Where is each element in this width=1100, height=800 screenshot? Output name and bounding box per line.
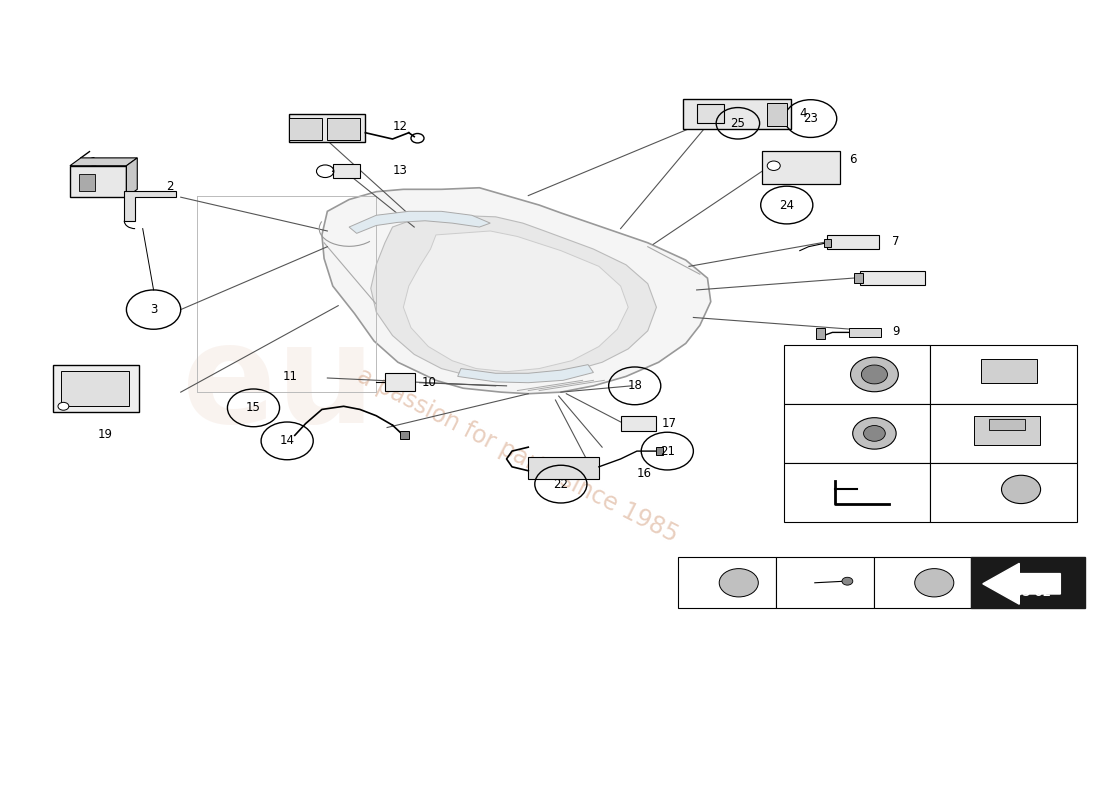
Text: 11: 11	[283, 370, 298, 383]
Bar	[931, 404, 1077, 463]
Text: 4: 4	[800, 107, 807, 120]
Bar	[682, 99, 791, 129]
Circle shape	[767, 161, 780, 170]
Polygon shape	[458, 365, 593, 382]
Text: 2: 2	[166, 180, 174, 193]
Text: 035 02: 035 02	[1006, 586, 1050, 599]
Bar	[873, 558, 971, 608]
Bar	[53, 365, 140, 412]
Polygon shape	[124, 191, 176, 221]
Circle shape	[1001, 475, 1041, 503]
Text: 13: 13	[393, 164, 407, 177]
Bar	[70, 166, 126, 197]
Text: 24: 24	[779, 198, 794, 211]
Polygon shape	[322, 188, 711, 394]
Bar	[931, 463, 1077, 522]
Circle shape	[861, 365, 888, 384]
Polygon shape	[126, 158, 138, 197]
Text: 19: 19	[97, 427, 112, 441]
Bar	[827, 235, 879, 249]
Polygon shape	[404, 231, 628, 372]
Text: 16: 16	[637, 467, 652, 480]
Text: 12: 12	[393, 120, 407, 133]
Text: 3: 3	[943, 472, 951, 486]
Bar	[816, 328, 825, 338]
Text: 10: 10	[421, 376, 437, 390]
Bar	[289, 118, 322, 140]
Circle shape	[850, 357, 899, 392]
Circle shape	[842, 578, 852, 585]
Text: 18: 18	[884, 565, 902, 578]
Bar	[528, 457, 598, 478]
Text: 14: 14	[943, 414, 960, 426]
Bar	[975, 416, 1041, 446]
Bar	[333, 164, 360, 178]
Text: eu: eu	[182, 317, 375, 452]
Text: 15: 15	[246, 402, 261, 414]
Bar	[783, 463, 931, 522]
Text: 3: 3	[150, 303, 157, 316]
Bar	[679, 558, 776, 608]
Polygon shape	[349, 211, 491, 234]
Text: 15: 15	[943, 354, 960, 367]
Text: 21: 21	[786, 565, 804, 578]
Bar	[989, 418, 1025, 430]
Text: 9: 9	[892, 325, 900, 338]
Bar	[385, 374, 416, 390]
Circle shape	[915, 569, 954, 597]
Bar	[931, 345, 1077, 404]
Polygon shape	[982, 563, 1060, 604]
Text: 21: 21	[660, 445, 674, 458]
Text: 25: 25	[730, 117, 746, 130]
Bar	[824, 239, 832, 246]
Text: 1: 1	[90, 156, 98, 169]
Text: 7: 7	[892, 234, 900, 248]
Text: 23: 23	[796, 472, 814, 486]
Bar	[289, 114, 365, 142]
Text: 14: 14	[279, 434, 295, 447]
Text: 25: 25	[796, 354, 814, 367]
Bar	[62, 371, 129, 406]
Circle shape	[58, 402, 69, 410]
Text: 22: 22	[689, 565, 706, 578]
Text: 5: 5	[715, 98, 722, 112]
Circle shape	[864, 426, 886, 442]
Bar	[859, 271, 925, 286]
Text: 24: 24	[796, 414, 814, 426]
Bar	[849, 328, 881, 337]
Bar	[767, 103, 786, 126]
Bar	[696, 104, 724, 123]
Bar	[620, 416, 657, 431]
Text: 8: 8	[892, 271, 900, 284]
Circle shape	[852, 418, 896, 449]
Text: 23: 23	[803, 112, 818, 125]
Circle shape	[719, 569, 758, 597]
Bar	[971, 558, 1086, 608]
Bar	[762, 151, 840, 184]
Bar	[854, 274, 862, 283]
Bar	[78, 174, 95, 191]
Bar	[657, 447, 663, 455]
Bar	[776, 558, 873, 608]
Polygon shape	[70, 158, 138, 166]
Text: 6: 6	[849, 153, 856, 166]
Polygon shape	[371, 215, 657, 379]
Bar	[400, 431, 409, 439]
Text: 17: 17	[662, 417, 676, 430]
Text: 22: 22	[553, 478, 569, 490]
Bar	[981, 358, 1037, 383]
Bar	[783, 345, 931, 404]
Bar	[328, 118, 360, 140]
Bar	[783, 404, 931, 463]
Text: 18: 18	[627, 379, 642, 392]
Text: a passion for parts since 1985: a passion for parts since 1985	[353, 363, 682, 546]
